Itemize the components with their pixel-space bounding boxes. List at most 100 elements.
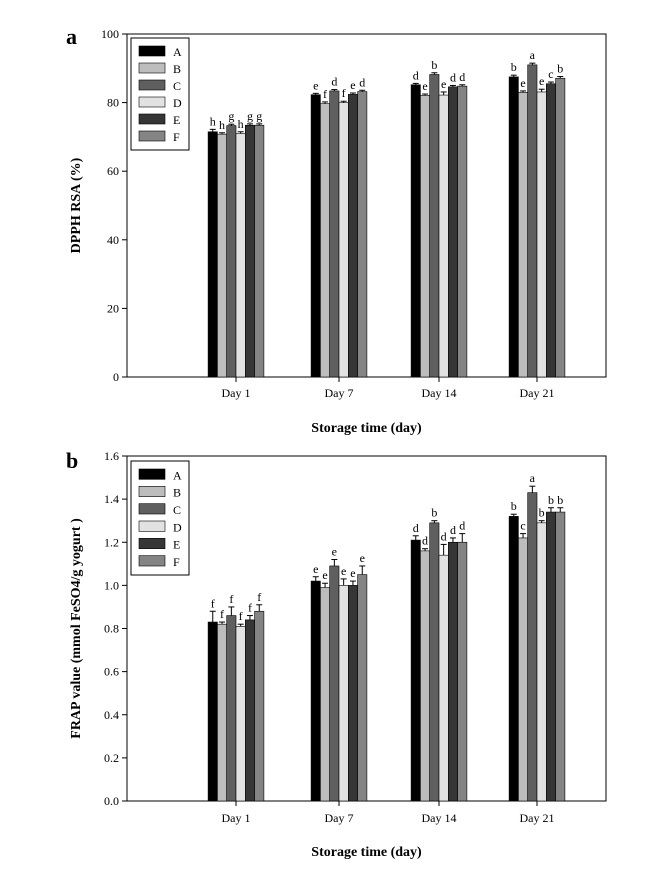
significance-letter: f: [239, 609, 243, 623]
significance-letter: h: [210, 114, 216, 128]
significance-letter: h: [219, 118, 225, 132]
legend-swatch-D: [138, 96, 166, 108]
bar-A-day14: [410, 84, 421, 378]
significance-letter: b: [557, 62, 563, 76]
legend-swatch-D: [138, 520, 166, 532]
legend-label-D: D: [173, 96, 182, 110]
x-tick-label: Day 1: [222, 386, 251, 400]
legend-swatch-E: [138, 113, 166, 125]
significance-letter: e: [332, 545, 337, 559]
bar-F-day14: [457, 85, 468, 378]
significance-letter: d: [459, 519, 465, 533]
y-axis-title: DPPH RSA (%): [69, 157, 84, 253]
bar-E-day7: [347, 94, 358, 378]
x-tick-label: Day 7: [325, 811, 354, 825]
significance-letter: f: [342, 86, 346, 100]
bar-B-day7: [320, 103, 330, 378]
bar-A-day21: [508, 76, 519, 378]
significance-letter: d: [359, 75, 365, 89]
bar-B-day14: [420, 95, 430, 378]
legend-label-C: C: [173, 79, 181, 93]
bar-B-day21: [518, 537, 529, 802]
significance-letter: a: [530, 48, 536, 62]
bar-F-day14: [457, 541, 468, 802]
bar-B-day14: [420, 550, 430, 802]
y-tick-label: 1.2: [104, 535, 119, 549]
y-tick-label: 40: [107, 233, 119, 247]
bar-C-day1: [226, 615, 237, 802]
bar-E-day14: [447, 541, 458, 802]
significance-letter: e: [441, 77, 446, 91]
significance-letter: b: [548, 493, 554, 507]
legend-swatch-C: [138, 503, 166, 515]
panel-label: a: [66, 24, 77, 49]
bar-F-day21: [555, 77, 566, 378]
y-tick-label: 20: [107, 301, 119, 315]
bar-D-day1: [235, 133, 246, 378]
bar-B-day1: [217, 133, 227, 378]
significance-letter: a: [530, 471, 536, 485]
significance-letter: f: [248, 601, 252, 615]
bar-F-day1: [254, 610, 265, 802]
y-tick-label: 0.0: [104, 794, 119, 808]
significance-letter: e: [341, 564, 346, 578]
y-tick-label: 1.0: [104, 578, 119, 592]
x-axis-title: Storage time (day): [311, 845, 422, 860]
bar-A-day21: [508, 516, 519, 802]
significance-letter: b: [557, 493, 563, 507]
significance-letter: g: [247, 109, 253, 123]
bar-C-day7: [329, 565, 340, 802]
bar-F-day7: [357, 574, 368, 802]
significance-letter: d: [450, 523, 456, 537]
significance-letter: e: [360, 551, 365, 565]
y-tick-label: 0.2: [104, 751, 119, 765]
y-axis-title: FRAP value (mmol FeSO4/g yogurt ): [69, 518, 84, 739]
bar-C-day21: [527, 492, 538, 802]
bar-E-day1: [245, 619, 255, 802]
significance-letter: b: [431, 58, 437, 72]
y-tick-label: 0.8: [104, 622, 119, 636]
x-axis-title: Storage time (day): [311, 421, 422, 436]
bar-E-day1: [245, 124, 255, 378]
bar-D-day7: [338, 102, 349, 378]
bar-D-day21: [536, 522, 547, 802]
panel-label: b: [66, 448, 78, 473]
legend-label-A: A: [173, 468, 182, 482]
legend-swatch-B: [138, 486, 166, 497]
legend-swatch-B: [138, 62, 166, 74]
bar-D-day14: [438, 94, 449, 378]
significance-letter: f: [220, 607, 224, 621]
significance-letter: b: [431, 506, 437, 520]
bar-A-day7: [310, 580, 321, 802]
bar-D-day14: [438, 554, 449, 802]
legend-swatch-E: [138, 538, 166, 549]
bar-B-day1: [217, 623, 227, 802]
bar-D-day21: [536, 91, 547, 378]
legend-label-B: B: [173, 486, 181, 500]
bar-A-day7: [310, 94, 321, 378]
significance-letter: g: [256, 109, 262, 123]
bar-A-day14: [410, 539, 421, 802]
y-tick-label: 1.4: [104, 492, 119, 506]
bar-F-day1: [254, 124, 265, 378]
significance-letter: e: [539, 74, 544, 88]
bar-C-day21: [527, 64, 538, 378]
bar-A-day1: [207, 131, 218, 378]
bar-B-day7: [320, 587, 330, 802]
y-tick-label: 0.6: [104, 665, 119, 679]
significance-letter: d: [413, 521, 419, 535]
significance-letter: e: [350, 78, 355, 92]
legend-label-F: F: [173, 130, 180, 144]
y-tick-label: 0.4: [104, 708, 119, 722]
bar-A-day1: [207, 621, 218, 802]
significance-letter: d: [459, 70, 465, 84]
significance-letter: g: [228, 109, 234, 123]
significance-letter: c: [520, 519, 525, 533]
legend-swatch-F: [138, 555, 166, 567]
significance-letter: e: [313, 562, 318, 576]
bar-D-day7: [338, 585, 349, 802]
bar-E-day21: [545, 83, 556, 378]
y-tick-label: 80: [107, 96, 119, 110]
significance-letter: b: [511, 499, 517, 513]
